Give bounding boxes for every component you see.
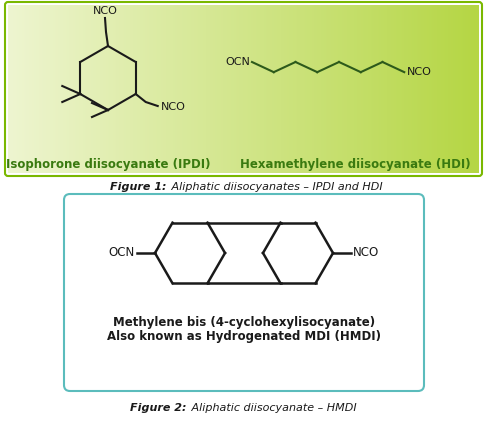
Text: Aliphatic diisocyanates – IPDI and HDI: Aliphatic diisocyanates – IPDI and HDI	[168, 182, 383, 192]
Text: Hexamethylene diisocyanate (HDI): Hexamethylene diisocyanate (HDI)	[240, 158, 470, 171]
Text: NCO: NCO	[93, 6, 117, 16]
FancyBboxPatch shape	[64, 194, 424, 391]
Text: Figure 1:: Figure 1:	[111, 182, 167, 192]
Text: Aliphatic diisocyanate – HMDI: Aliphatic diisocyanate – HMDI	[188, 403, 356, 413]
Text: Isophorone diisocyanate (IPDI): Isophorone diisocyanate (IPDI)	[6, 158, 210, 171]
Text: NCO: NCO	[407, 67, 432, 77]
Text: NCO: NCO	[161, 102, 186, 112]
Text: Methylene bis (4-cyclohexylisocyanate): Methylene bis (4-cyclohexylisocyanate)	[113, 316, 375, 329]
Text: NCO: NCO	[353, 247, 379, 260]
Text: OCN: OCN	[225, 57, 250, 67]
Text: Figure 2:: Figure 2:	[131, 403, 187, 413]
Text: OCN: OCN	[109, 247, 135, 260]
Text: Also known as Hydrogenated MDI (HMDI): Also known as Hydrogenated MDI (HMDI)	[107, 330, 381, 343]
